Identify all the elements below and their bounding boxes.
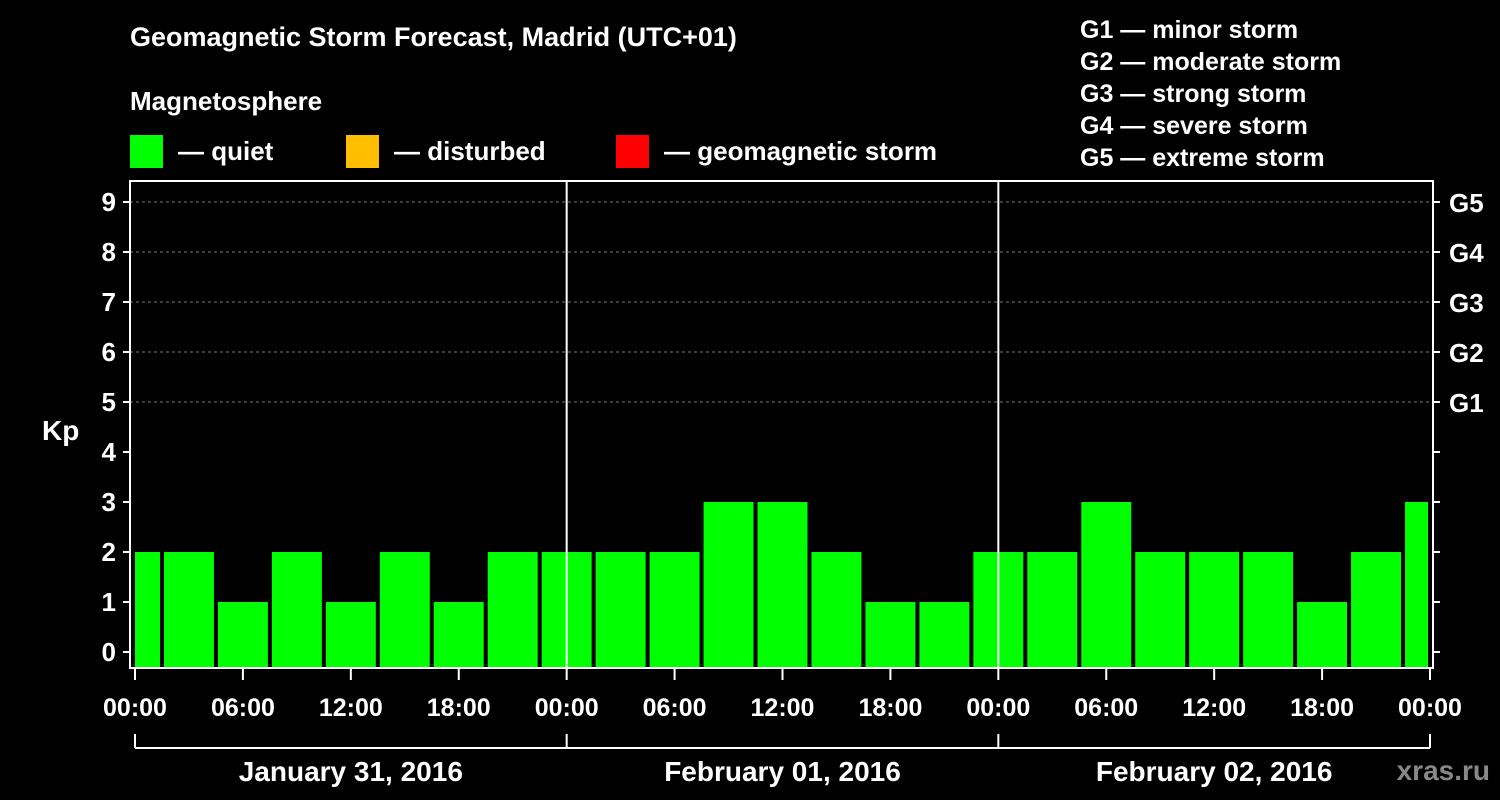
x-tick-label: 18:00 [427, 694, 491, 722]
storm-level-g1: G1 — minor storm [1080, 16, 1299, 44]
kp-bar [271, 552, 322, 668]
grid-lines [130, 201, 1433, 403]
kp-bar [757, 502, 808, 668]
y-tick-label: 4 [102, 437, 117, 467]
kp-bar [649, 552, 700, 668]
legend-quiet-label: — quiet [178, 135, 274, 166]
storm-level-list: G1 — minor storm G2 — moderate storm G3 … [1080, 14, 1341, 174]
legend-disturbed-swatch [346, 134, 379, 168]
x-tick-label: 06:00 [1074, 694, 1138, 722]
y-tick-label: 2 [102, 537, 116, 567]
x-tick-label: 00:00 [1398, 694, 1462, 722]
legend-quiet-swatch [130, 134, 163, 168]
brand-watermark: xras.ru [1396, 755, 1490, 786]
kp-bar [135, 552, 160, 668]
storm-level-g5: G5 — extreme storm [1080, 144, 1325, 172]
x-tick-label: 12:00 [1182, 694, 1246, 722]
storm-level-g3: G3 — strong storm [1080, 80, 1307, 108]
x-tick-label: 12:00 [751, 694, 815, 722]
x-tick-label: 12:00 [319, 694, 383, 722]
kp-bar [1405, 502, 1428, 668]
x-tick-label: 06:00 [211, 694, 275, 722]
y-axis-label: Kp [42, 415, 80, 446]
kp-bars [135, 502, 1428, 668]
g-level-label: G4 [1449, 238, 1484, 268]
legend-disturbed: — disturbed [346, 134, 546, 168]
x-tick-label: 18:00 [1290, 694, 1354, 722]
storm-level-g4: G4 — severe storm [1080, 112, 1308, 140]
kp-bar [1243, 552, 1294, 668]
kp-bar [325, 602, 376, 668]
kp-bar [811, 552, 862, 668]
y-tick-label: 0 [102, 637, 116, 667]
kp-bar [1027, 552, 1078, 668]
y-tick-label: 5 [102, 387, 116, 417]
kp-bar [1081, 502, 1132, 668]
axes: 0 1 2 3 4 5 6 7 8 9 G1 G2 G3 G4 G5 00:00 06:00 12:00 18:00… [102, 187, 1485, 787]
y-tick-label: 1 [102, 587, 116, 617]
legend-subtitle: Magnetosphere [130, 86, 323, 116]
g-level-label: G3 [1449, 288, 1484, 318]
chart-title: Geomagnetic Storm Forecast, Madrid (UTC+… [130, 22, 737, 52]
legend-storm: — geomagnetic storm [616, 134, 937, 168]
storm-level-g2: G2 — moderate storm [1080, 48, 1342, 76]
kp-bar [217, 602, 268, 668]
kp-bar [865, 602, 916, 668]
kp-bar [595, 552, 646, 668]
legend-storm-swatch [616, 134, 649, 168]
legend-disturbed-label: — disturbed [394, 135, 546, 166]
g-level-label: G5 [1449, 188, 1484, 218]
legend-storm-label: — geomagnetic storm [664, 135, 938, 166]
x-tick-label: 00:00 [966, 694, 1030, 722]
kp-bar [919, 602, 970, 668]
y-tick-label: 8 [102, 237, 116, 267]
day-label: February 02, 2016 [1096, 756, 1333, 787]
kp-bar [379, 552, 430, 668]
legend-quiet: — quiet [130, 134, 273, 168]
kp-bar [433, 602, 484, 668]
kp-bar [1351, 552, 1402, 668]
g-level-label: G2 [1449, 338, 1484, 368]
x-tick-label: 06:00 [643, 694, 707, 722]
kp-bar [487, 552, 538, 668]
y-tick-label: 7 [102, 287, 116, 317]
kp-bar [703, 502, 754, 668]
kp-bar [1189, 552, 1240, 668]
y-tick-label: 3 [102, 487, 116, 517]
day-label: February 01, 2016 [664, 756, 901, 787]
g-level-label: G1 [1449, 388, 1484, 418]
kp-bar [163, 552, 214, 668]
day-label: January 31, 2016 [239, 756, 463, 787]
x-tick-label: 00:00 [103, 694, 167, 722]
y-tick-label: 6 [102, 337, 116, 367]
y-tick-label: 9 [102, 187, 116, 217]
x-tick-label: 00:00 [535, 694, 599, 722]
kp-bar [1297, 602, 1348, 668]
kp-bar [1135, 552, 1186, 668]
x-tick-label: 18:00 [858, 694, 922, 722]
